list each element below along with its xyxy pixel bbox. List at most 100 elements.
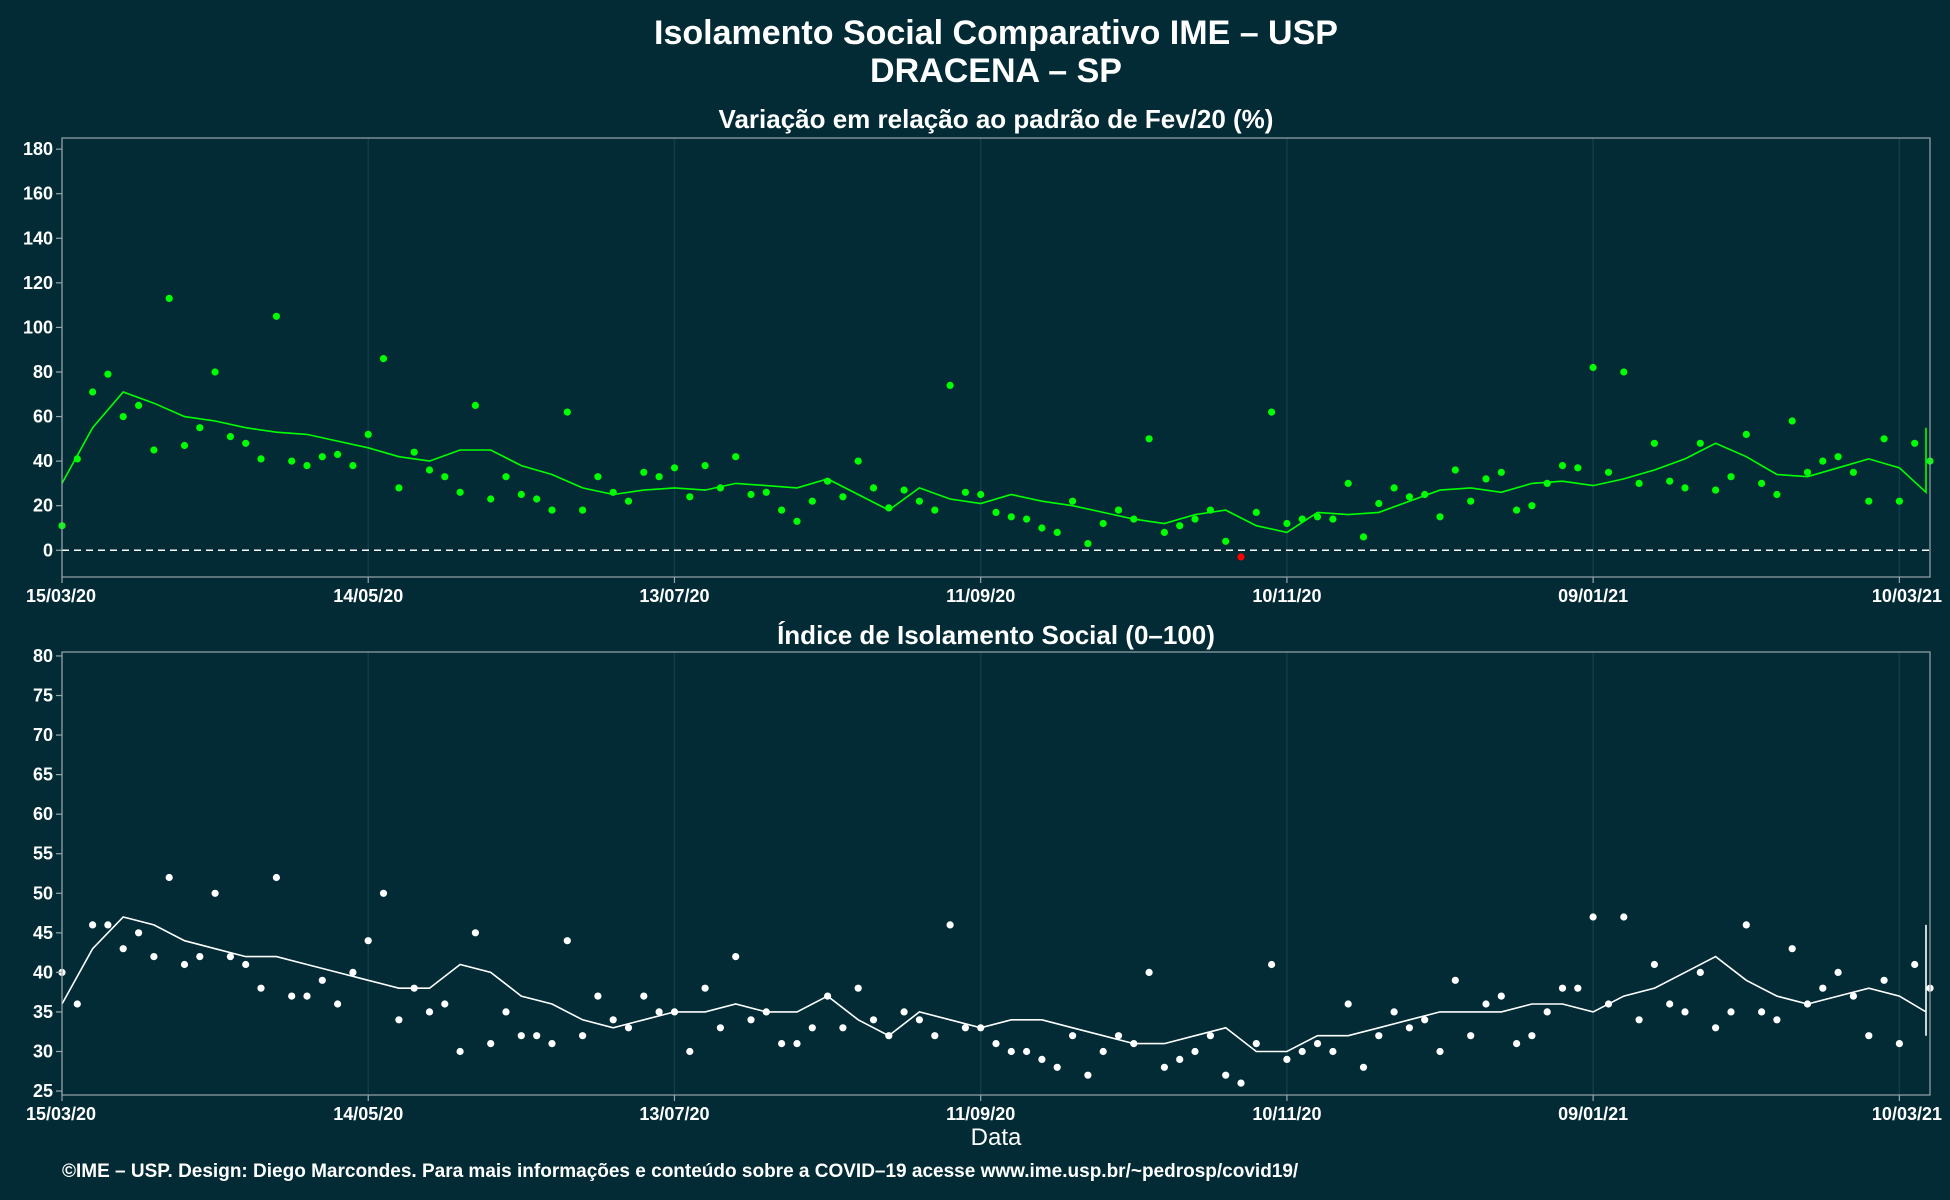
data-point [1589, 913, 1597, 921]
data-point [1696, 968, 1704, 977]
figure-title: Isolamento Social Comparativo IME – USP [654, 14, 1338, 52]
data-point [242, 439, 250, 447]
data-point [165, 873, 173, 882]
data-point [1405, 1024, 1413, 1032]
data-point [395, 1016, 403, 1024]
data-point [1773, 1016, 1781, 1024]
x-tick-label: 13/07/20 [639, 1104, 709, 1124]
data-point [1543, 479, 1551, 487]
x-tick-label: 10/03/21 [1872, 1104, 1942, 1124]
data-point [1865, 1032, 1873, 1040]
chart-index-series [58, 873, 1934, 1087]
chart-variation-grid [61, 138, 1901, 577]
data-point [1543, 1008, 1551, 1016]
data-point [196, 953, 204, 961]
data-point [1222, 537, 1230, 545]
data-point [211, 368, 219, 376]
data-point [1405, 493, 1413, 501]
data-point [502, 1008, 510, 1016]
data-point [272, 312, 280, 320]
data-point [1788, 417, 1796, 425]
data-point [1849, 992, 1857, 1000]
data-point [1834, 968, 1842, 977]
chart-index-y-axis: 25 30 35 40 45 50 55 60 65 70 75 80 [33, 646, 62, 1101]
data-point [1574, 984, 1582, 992]
data-point [732, 453, 740, 461]
chart-index: Índice de Isolamento Social (0–100) 25 30… [26, 620, 1942, 1151]
data-point [655, 473, 663, 481]
data-point [517, 1032, 525, 1040]
data-point [1803, 468, 1812, 476]
data-point [1298, 1047, 1306, 1056]
data-point [1528, 502, 1536, 510]
data-point [686, 1047, 694, 1056]
data-point [961, 1024, 970, 1032]
y-tick-label: 20 [33, 496, 53, 516]
data-point [1528, 1032, 1536, 1040]
data-point [1176, 1055, 1184, 1063]
data-point [1145, 968, 1153, 977]
x-tick-label: 14/05/20 [333, 1104, 403, 1124]
data-point [288, 457, 296, 465]
y-tick-label: 75 [33, 686, 53, 706]
data-point [839, 493, 847, 501]
data-point [379, 355, 388, 363]
data-point [1069, 1032, 1077, 1040]
data-point [854, 457, 862, 465]
data-point [1895, 497, 1903, 505]
y-tick-label: 80 [33, 362, 53, 382]
data-point [226, 953, 234, 961]
data-point [1252, 1040, 1260, 1048]
y-tick-label: 60 [33, 804, 53, 824]
data-point [517, 490, 525, 499]
chart-index-title: Índice de Isolamento Social (0–100) [777, 620, 1215, 650]
data-point [533, 495, 541, 503]
data-point [1849, 468, 1857, 476]
data-point [272, 873, 280, 882]
data-point [73, 455, 81, 463]
data-point [257, 984, 265, 992]
data-point [1084, 1071, 1092, 1079]
chart-variation-series [58, 294, 1934, 561]
data-point [1620, 913, 1628, 921]
data-point [1666, 1000, 1674, 1008]
data-point [1038, 1055, 1046, 1063]
data-point [747, 490, 755, 499]
moving-average-line [61, 391, 1927, 534]
data-point [548, 1040, 556, 1048]
data-point [946, 921, 954, 929]
data-point [1313, 1040, 1322, 1048]
data-point [1620, 368, 1628, 376]
data-point [456, 1047, 464, 1056]
y-tick-label: 160 [23, 184, 53, 204]
data-point [762, 488, 770, 496]
data-point [1344, 1000, 1352, 1008]
chart-variation: Variação em relação ao padrão de Fev/20 … [23, 104, 1942, 606]
data-point [1467, 1032, 1475, 1040]
data-point [1359, 1063, 1368, 1071]
data-point [1237, 1079, 1245, 1087]
data-point [334, 450, 342, 458]
data-point [1329, 1047, 1337, 1056]
data-point [1482, 475, 1490, 483]
data-point [1206, 1032, 1214, 1040]
data-point [1283, 519, 1291, 528]
data-point [150, 446, 158, 454]
chart-variation-y-axis: 0 20 40 60 80 100 120 140 160 180 [23, 139, 62, 560]
chart-variation-frame [61, 137, 1931, 578]
data-point [808, 497, 816, 505]
y-tick-label: 60 [33, 407, 53, 427]
data-point [196, 424, 204, 432]
x-tick-label: 11/09/20 [946, 586, 1015, 606]
data-point [1834, 453, 1842, 461]
data-point [1160, 1063, 1168, 1071]
data-point [1222, 1071, 1230, 1079]
y-tick-label: 100 [23, 317, 53, 337]
data-point [1252, 508, 1260, 516]
data-point [379, 889, 388, 897]
data-point [1758, 479, 1766, 487]
data-point [1375, 499, 1383, 508]
y-tick-label: 65 [33, 765, 53, 785]
data-point [318, 976, 326, 984]
data-point [349, 462, 357, 470]
